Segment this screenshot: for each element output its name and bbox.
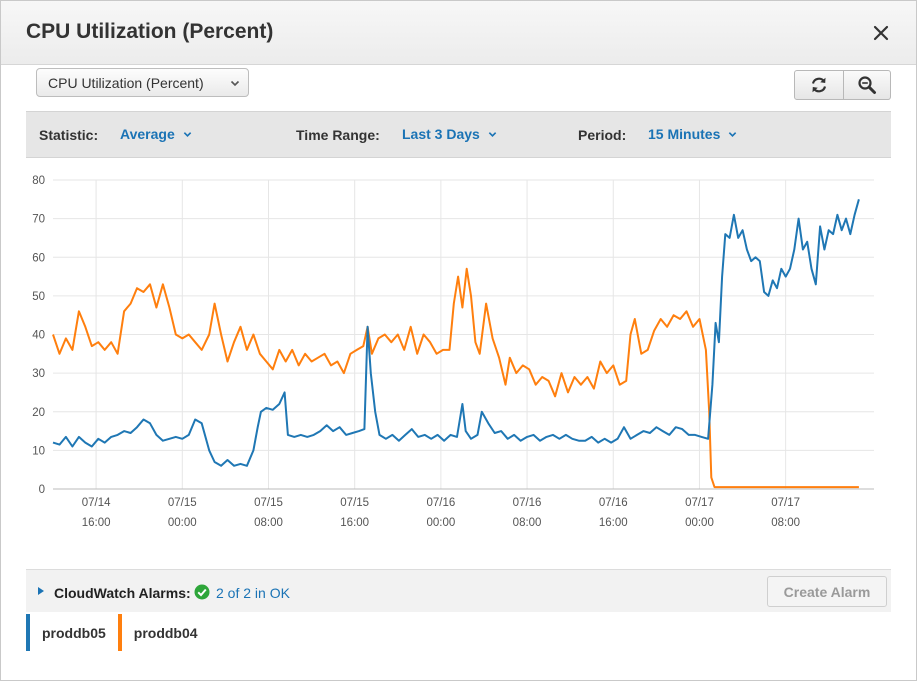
statistic-dropdown[interactable]: Average xyxy=(120,126,192,142)
period-value: 15 Minutes xyxy=(648,126,721,142)
y-tick-label: 20 xyxy=(32,407,45,419)
statistic-value: Average xyxy=(120,126,175,142)
chevron-down-icon xyxy=(729,131,737,137)
alarms-status-link[interactable]: 2 of 2 in OK xyxy=(216,585,290,601)
period-dropdown[interactable]: 15 Minutes xyxy=(648,126,737,142)
x-tick-label: 07/17 xyxy=(771,497,800,509)
x-tick-label: 07/15 xyxy=(340,497,369,509)
create-alarm-button[interactable]: Create Alarm xyxy=(767,576,887,607)
chevron-down-icon xyxy=(183,131,191,137)
y-tick-label: 10 xyxy=(32,445,45,457)
y-tick-label: 60 xyxy=(32,252,45,264)
close-button[interactable] xyxy=(867,19,895,47)
expand-triangle-icon[interactable] xyxy=(37,586,45,596)
y-tick-label: 40 xyxy=(32,330,45,342)
close-icon xyxy=(873,25,889,41)
y-tick-label: 50 xyxy=(32,291,45,303)
refresh-icon xyxy=(811,77,826,93)
legend: proddb05 proddb04 xyxy=(26,614,210,651)
options-bar: Statistic: Average Time Range: Last 3 Da… xyxy=(26,111,891,158)
x-tick-label: 16:00 xyxy=(599,517,628,529)
x-tick-label: 07/16 xyxy=(513,497,542,509)
legend-item-proddb05[interactable]: proddb05 xyxy=(26,614,118,651)
legend-item-proddb04[interactable]: proddb04 xyxy=(117,614,210,651)
x-tick-label: 08:00 xyxy=(771,517,800,529)
x-tick-label: 07/15 xyxy=(168,497,197,509)
x-tick-label: 07/17 xyxy=(685,497,714,509)
refresh-button[interactable] xyxy=(795,71,843,99)
y-tick-label: 0 xyxy=(39,484,45,496)
x-tick-label: 07/16 xyxy=(426,497,455,509)
zoom-icon xyxy=(858,76,876,94)
y-tick-label: 80 xyxy=(32,175,45,187)
x-tick-label: 07/16 xyxy=(599,497,628,509)
x-tick-label: 00:00 xyxy=(168,517,197,529)
x-tick-label: 16:00 xyxy=(82,517,111,529)
zoom-button[interactable] xyxy=(842,71,891,99)
cpu-line-chart[interactable]: 0 10 20 30 40 50 60 70 80 07/14 16:00 07/15 00:00 07/… xyxy=(1,161,916,541)
time-range-value: Last 3 Days xyxy=(402,126,480,142)
dialog-header: CPU Utilization (Percent) xyxy=(1,1,916,65)
check-circle-icon xyxy=(194,584,210,600)
series-line-proddb04 xyxy=(52,267,859,489)
x-tick-label: 00:00 xyxy=(426,517,455,529)
alarms-bar: CloudWatch Alarms: 2 of 2 in OK Create A… xyxy=(26,569,891,612)
chart-action-buttons xyxy=(794,70,891,100)
x-tick-label: 08:00 xyxy=(513,517,542,529)
y-tick-label: 30 xyxy=(32,368,45,380)
time-range-dropdown[interactable]: Last 3 Days xyxy=(402,126,497,142)
chevron-down-icon xyxy=(488,131,497,137)
period-label: Period: xyxy=(578,127,627,143)
metric-select-value: CPU Utilization (Percent) xyxy=(48,74,204,91)
x-tick-label: 16:00 xyxy=(340,517,369,529)
statistic-label: Statistic: xyxy=(39,127,99,143)
x-tick-label: 08:00 xyxy=(254,517,283,529)
series-line-proddb05 xyxy=(52,199,860,467)
chevron-down-icon xyxy=(230,80,240,87)
x-tick-label: 07/14 xyxy=(82,497,111,509)
alarms-label: CloudWatch Alarms: xyxy=(54,585,191,601)
y-tick-label: 70 xyxy=(32,214,45,226)
time-range-label: Time Range: xyxy=(296,127,380,143)
x-tick-label: 07/15 xyxy=(254,497,283,509)
chart-area: 0 10 20 30 40 50 60 70 80 07/14 16:00 07/15 00:00 07/… xyxy=(1,161,916,541)
metric-select[interactable]: CPU Utilization (Percent) xyxy=(36,68,249,97)
x-tick-label: 00:00 xyxy=(685,517,714,529)
dialog-title: CPU Utilization (Percent) xyxy=(26,20,274,43)
